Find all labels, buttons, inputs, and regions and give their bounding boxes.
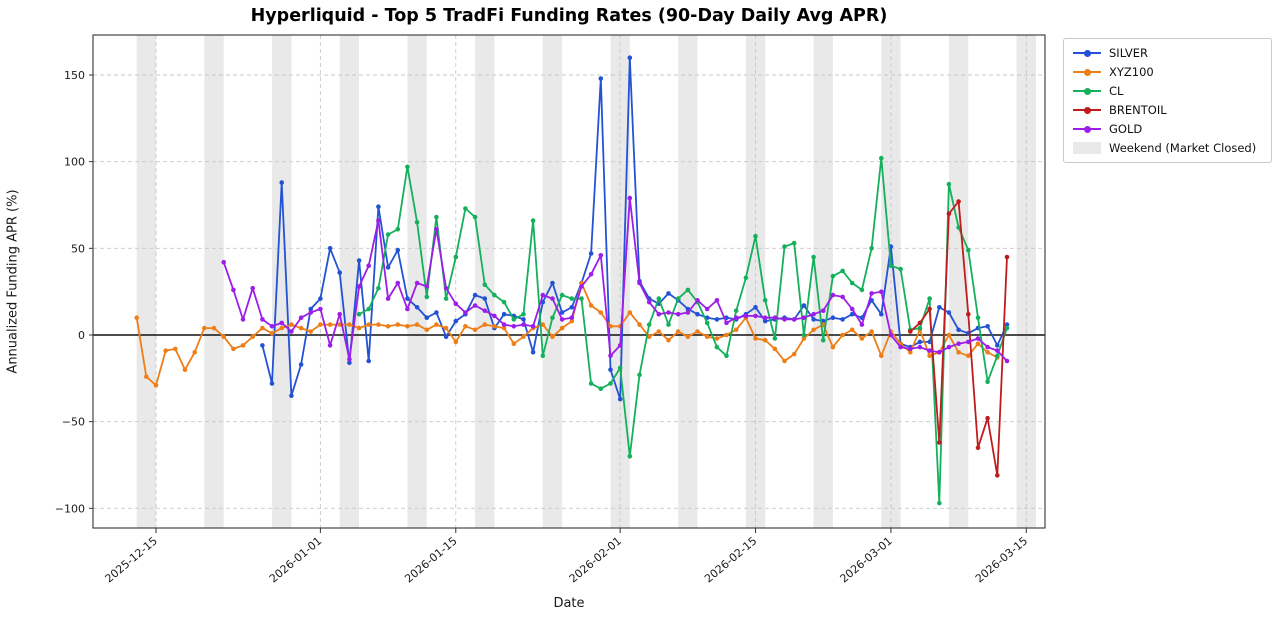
series-markers-GOLD	[221, 195, 1010, 364]
x-tick-label: 2026-01-15	[402, 534, 459, 585]
legend-label: CL	[1109, 84, 1124, 98]
legend-label: XYZ100	[1109, 65, 1154, 79]
series-markers-CL	[356, 155, 1010, 506]
weekend-band	[136, 35, 156, 528]
y-tick-label: 50	[71, 242, 85, 255]
legend-label: SILVER	[1109, 46, 1148, 60]
x-tick-label: 2025-12-15	[103, 534, 160, 585]
legend-weekend-patch-icon	[1073, 141, 1101, 155]
y-tick-label: −50	[62, 416, 85, 429]
series-markers-XYZ100	[134, 280, 1000, 388]
legend-line-sample-icon	[1073, 84, 1101, 98]
y-tick-label: 150	[64, 69, 85, 82]
weekend-band	[678, 35, 698, 528]
legend-label: BRENTOIL	[1109, 103, 1167, 117]
weekend-band	[272, 35, 292, 528]
legend-label: Weekend (Market Closed)	[1109, 141, 1257, 155]
y-tick-label: −100	[55, 502, 85, 515]
legend-item-brentoil: BRENTOIL	[1073, 103, 1262, 117]
x-tick-label: 2026-02-01	[567, 534, 624, 585]
y-tick-label: 0	[78, 329, 85, 342]
weekend-band	[948, 35, 969, 528]
x-tick-label: 2026-03-01	[838, 534, 895, 585]
weekend-band	[204, 35, 224, 528]
x-tick-label: 2026-01-01	[267, 534, 324, 585]
legend-item-weekend: Weekend (Market Closed)	[1073, 141, 1262, 155]
x-tick-label: 2026-03-15	[973, 534, 1030, 585]
series-markers-BRENTOIL	[908, 199, 1010, 478]
legend-label: GOLD	[1109, 122, 1143, 136]
weekend-band	[339, 35, 360, 528]
legend-item-gold: GOLD	[1073, 122, 1262, 136]
legend-item-silver: SILVER	[1073, 46, 1262, 60]
plot-border	[92, 34, 1046, 529]
legend-item-cl: CL	[1073, 84, 1262, 98]
legend-line-sample-icon	[1073, 122, 1101, 136]
x-axis-label: Date	[553, 596, 585, 611]
legend-line-sample-icon	[1073, 103, 1101, 117]
y-tick-label: 100	[64, 156, 85, 169]
legend-line-sample-icon	[1073, 46, 1101, 60]
series-line-XYZ100	[135, 282, 999, 387]
x-tick-label: 2026-02-15	[702, 534, 759, 585]
legend: SILVER XYZ100 CL BRENTOIL GOLD Weekend (Marke…	[1063, 38, 1272, 163]
chart-title: Hyperliquid - Top 5 TradFi Funding Rates…	[250, 6, 888, 26]
y-axis-label: Annualized Funding APR (%)	[5, 189, 21, 374]
legend-item-xyz100: XYZ100	[1073, 65, 1262, 79]
weekend-band	[813, 35, 833, 528]
series-line-GOLD	[222, 197, 1008, 362]
legend-line-sample-icon	[1073, 65, 1101, 79]
